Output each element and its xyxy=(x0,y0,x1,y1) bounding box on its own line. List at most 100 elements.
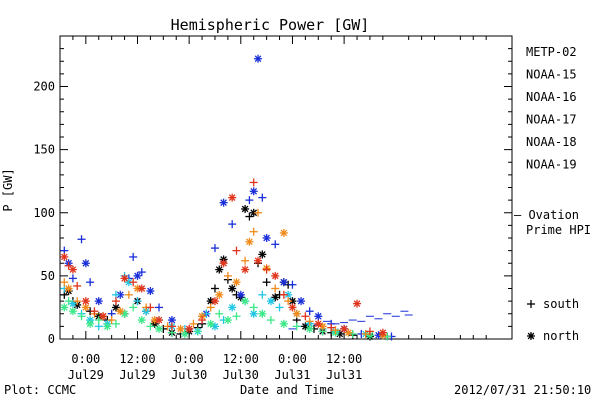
north-point-noaa-18 xyxy=(292,309,301,318)
south-point-metp-02 xyxy=(210,284,219,293)
north-point-noaa-15 xyxy=(94,297,103,306)
south-point-noaa-17 xyxy=(215,309,224,318)
north-point-noaa-18 xyxy=(245,237,254,246)
north-point-noaa-19 xyxy=(137,284,146,293)
south-point-noaa-18 xyxy=(305,317,314,326)
north-point-noaa-19 xyxy=(314,319,323,328)
x-tick-time-label: 0:00 xyxy=(175,352,204,366)
x-tick-date-label: Jul31 xyxy=(274,368,310,382)
x-axis: 0:00 Jul29 12:00 Jul29 0:00 Jul30 12:00 Jul30 0:… xyxy=(68,36,487,382)
south-point-noaa-15 xyxy=(228,220,237,229)
legend-entry: NOAA-18 xyxy=(526,135,577,149)
south-point-noaa-16 xyxy=(258,290,267,299)
footer-source: Plot: CCMC xyxy=(4,383,76,397)
south-point-noaa-19 xyxy=(232,246,241,255)
legend-symbol-north xyxy=(527,332,535,340)
north-point-noaa-17 xyxy=(68,307,77,316)
north-point-noaa-17 xyxy=(258,309,267,318)
south-point-noaa-17 xyxy=(249,303,258,312)
y-axis: 0 50 100 150 200 xyxy=(33,35,512,346)
y-tick-label: 200 xyxy=(33,80,55,94)
x-tick-time-label: 0:00 xyxy=(71,352,100,366)
south-point-noaa-18 xyxy=(249,227,258,236)
north-point-noaa-17 xyxy=(137,316,146,325)
north-point-noaa-19 xyxy=(81,297,90,306)
north-point-noaa-15 xyxy=(249,187,258,196)
x-tick-time-label: 0:00 xyxy=(278,352,307,366)
x-tick-date-label: Jul31 xyxy=(326,368,362,382)
south-point-noaa-15 xyxy=(86,278,95,287)
south-point-noaa-18 xyxy=(254,208,263,217)
north-point-noaa-19 xyxy=(340,324,349,333)
north-point-noaa-19 xyxy=(60,252,69,261)
south-point-noaa-15 xyxy=(258,193,267,202)
north-point-noaa-19 xyxy=(68,265,77,274)
x-tick-date-label: Jul29 xyxy=(68,368,104,382)
south-point-noaa-16 xyxy=(275,303,284,312)
south-point-noaa-15 xyxy=(210,244,219,253)
north-point-noaa-19 xyxy=(353,299,362,308)
north-point-noaa-16 xyxy=(124,278,133,287)
y-tick-label: 50 xyxy=(41,269,55,283)
footer-timestamp: 2012/07/31 21:50:10 xyxy=(454,383,591,397)
x-tick-date-label: Jul30 xyxy=(171,368,207,382)
north-point-noaa-19 xyxy=(378,328,387,337)
north-point-noaa-17 xyxy=(103,322,112,331)
north-point-noaa-19 xyxy=(210,297,219,306)
south-point-noaa-19 xyxy=(198,316,207,325)
north-point-noaa-17 xyxy=(86,319,95,328)
south-point-noaa-18 xyxy=(73,297,82,306)
legend-entry: NOAA-16 xyxy=(526,90,577,104)
legend-entry: NOAA-15 xyxy=(526,68,577,82)
south-point-noaa-18 xyxy=(223,271,232,280)
south-point-noaa-15 xyxy=(137,268,146,277)
north-point-noaa-17 xyxy=(241,297,250,306)
south-point-noaa-19 xyxy=(301,312,310,321)
north-point-noaa-18 xyxy=(232,278,241,287)
south-point-noaa-19 xyxy=(262,265,271,274)
south-point-noaa-19 xyxy=(129,278,138,287)
north-point-noaa-19 xyxy=(99,312,108,321)
south-point-noaa-15 xyxy=(68,274,77,283)
north-point-noaa-17 xyxy=(206,319,215,328)
north-point-noaa-15 xyxy=(146,287,155,296)
north-point-noaa-17 xyxy=(279,319,288,328)
north-point-noaa-18 xyxy=(64,284,73,293)
south-point-metp-02 xyxy=(245,212,254,221)
south-point-noaa-18 xyxy=(271,284,280,293)
y-tick-label: 100 xyxy=(33,206,55,220)
south-point-noaa-19 xyxy=(249,178,258,187)
north-point-noaa-19 xyxy=(219,259,228,268)
south-point-noaa-19 xyxy=(279,290,288,299)
south-point-noaa-19 xyxy=(327,323,336,332)
south-point-noaa-18 xyxy=(206,303,215,312)
x-tick-date-label: Jul29 xyxy=(119,368,155,382)
north-point-noaa-15 xyxy=(254,54,263,63)
south-point-noaa-15 xyxy=(245,196,254,205)
chart-title: Hemispheric Power [GW] xyxy=(171,16,370,34)
north-point-noaa-19 xyxy=(228,193,237,202)
north-point-noaa-15 xyxy=(219,198,228,207)
y-tick-label: 0 xyxy=(48,332,55,346)
legend-entry: NOAA-17 xyxy=(526,113,577,127)
north-point-noaa-15 xyxy=(262,234,271,242)
south-point-noaa-19 xyxy=(64,261,73,270)
south-point-noaa-17 xyxy=(266,316,275,325)
south-point-noaa-19 xyxy=(365,327,374,336)
south-point-noaa-15 xyxy=(288,280,297,289)
south-point-noaa-15 xyxy=(271,240,280,249)
north-point-metp-02 xyxy=(228,284,237,293)
north-point-noaa-19 xyxy=(271,271,280,280)
south-point-noaa-15 xyxy=(305,307,314,316)
south-point-noaa-15 xyxy=(77,235,86,244)
south-point-metp-02 xyxy=(262,278,271,287)
south-point-noaa-17 xyxy=(77,312,86,321)
north-point-noaa-19 xyxy=(241,265,250,274)
south-point-noaa-18 xyxy=(124,290,133,299)
south-point-noaa-18 xyxy=(361,329,370,338)
north-point-noaa-15 xyxy=(81,259,90,268)
south-point-noaa-19 xyxy=(111,297,120,306)
north-point-noaa-19 xyxy=(155,316,164,325)
south-point-noaa-19 xyxy=(73,281,82,290)
